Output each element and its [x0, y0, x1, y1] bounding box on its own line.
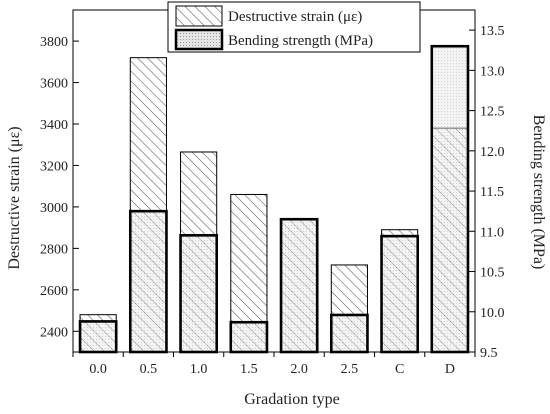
- strength-bar-2.0: [279, 217, 319, 354]
- x-tick-label: 1.0: [190, 362, 208, 377]
- right-tick-label: 10.0: [480, 306, 505, 321]
- x-axis-ticks: 0.0 0.5 1.0 1.5 2.0 2.5 C D: [72, 352, 476, 377]
- strength-bar-1.0: [179, 234, 219, 354]
- left-tick-label: 3200: [40, 159, 68, 174]
- x-tick-label: 2.0: [290, 362, 308, 377]
- x-tick-label: D: [445, 362, 455, 377]
- strength-bar-C: [380, 234, 420, 354]
- right-tick-label: 11.0: [480, 225, 504, 240]
- legend-swatch-strength: [174, 28, 224, 51]
- left-axis-title: Destructive strain (με): [6, 126, 23, 269]
- left-tick-label: 2400: [40, 325, 68, 340]
- right-tick-label: 9.5: [480, 346, 498, 361]
- strength-bar-2.5: [329, 313, 369, 354]
- legend-swatch-strain: [175, 5, 223, 27]
- x-tick-label: 2.5: [341, 362, 359, 377]
- x-tick-label: 0.5: [140, 362, 158, 377]
- x-tick-label: 0.0: [89, 362, 107, 377]
- strength-bar-1.5: [229, 320, 269, 354]
- right-tick-label: 12.5: [480, 105, 505, 120]
- right-tick-label: 10.5: [480, 266, 505, 281]
- right-tick-label: 12.0: [480, 145, 505, 160]
- legend-label-strain: Destructive strain (με): [228, 9, 362, 25]
- left-tick-label: 2800: [40, 242, 68, 257]
- x-tick-label: C: [395, 362, 404, 377]
- strength-bars: [78, 44, 470, 354]
- right-tick-label: 11.5: [480, 185, 504, 200]
- right-axis-ticks: 9.5 10.0 10.5 11.0 11.5 12.0 12.5 13.0 13.5: [469, 24, 505, 361]
- left-tick-label: 3000: [40, 201, 68, 216]
- strength-bar-0.0: [78, 320, 118, 354]
- left-tick-label: 3600: [40, 77, 68, 92]
- right-tick-label: 13.0: [480, 64, 505, 79]
- strength-bar-D: [430, 44, 470, 354]
- x-tick-label: 1.5: [240, 362, 258, 377]
- left-tick-label: 3400: [40, 118, 68, 133]
- strength-bar-0.5: [128, 209, 168, 354]
- right-tick-label: 13.5: [480, 24, 505, 39]
- left-axis-ticks: 2400 2600 2800 3000 3200 3400 3600 3800: [40, 35, 79, 340]
- x-axis-title: Gradation type: [244, 391, 340, 408]
- legend: Destructive strain (με) Bending strength…: [167, 1, 421, 53]
- right-axis-title: Bending strength (MPa): [530, 115, 547, 270]
- legend-label-strength: Bending strength (MPa): [228, 33, 373, 49]
- left-tick-label: 3800: [40, 35, 68, 50]
- left-tick-label: 2600: [40, 284, 68, 299]
